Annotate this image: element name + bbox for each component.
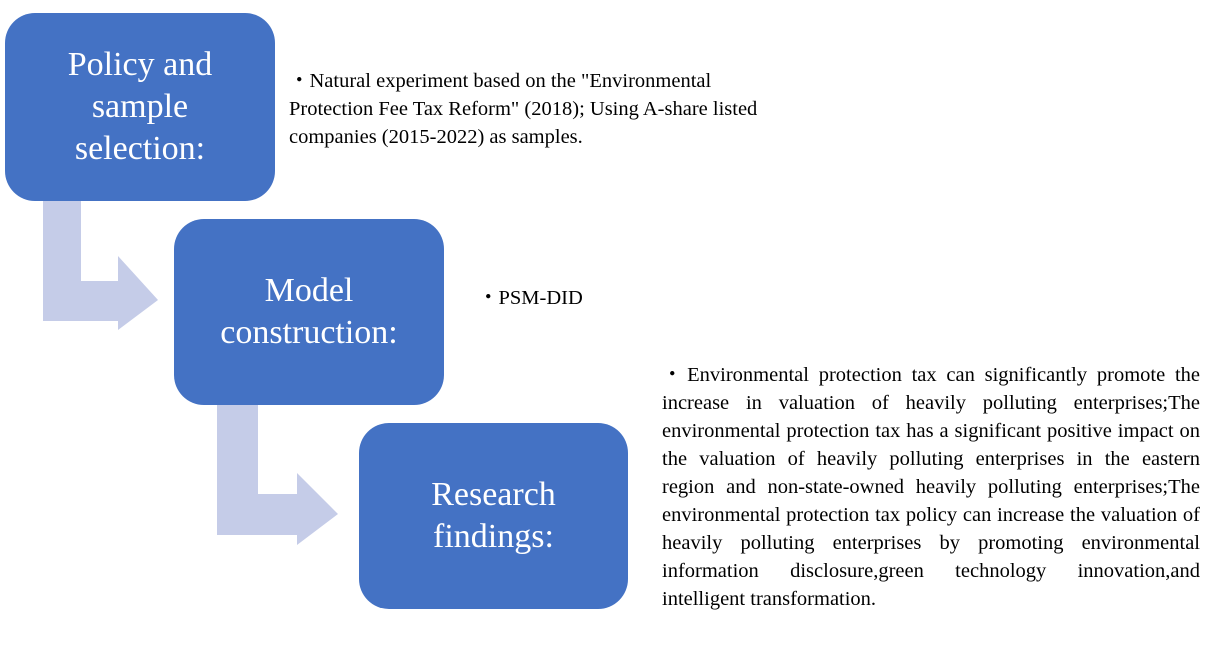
bent-arrow-1: [43, 201, 158, 330]
bent-arrow-2: [217, 405, 338, 545]
step-box-research-findings: Research findings:: [359, 423, 628, 609]
step-title: Model construction:: [220, 272, 398, 351]
step-title: Policy and sample selection:: [67, 46, 213, 167]
step-box-model-construction: Model construction:: [174, 219, 444, 405]
step-title: Research findings:: [431, 476, 556, 555]
step-description-policy: ・Natural experiment based on the "Enviro…: [289, 70, 758, 148]
step-description-model: ・PSM-DID: [478, 287, 583, 309]
step-description-findings: ・Environmental protection tax can signif…: [662, 364, 1200, 610]
step-box-policy-sample-selection: Policy and sample selection:: [5, 13, 275, 201]
